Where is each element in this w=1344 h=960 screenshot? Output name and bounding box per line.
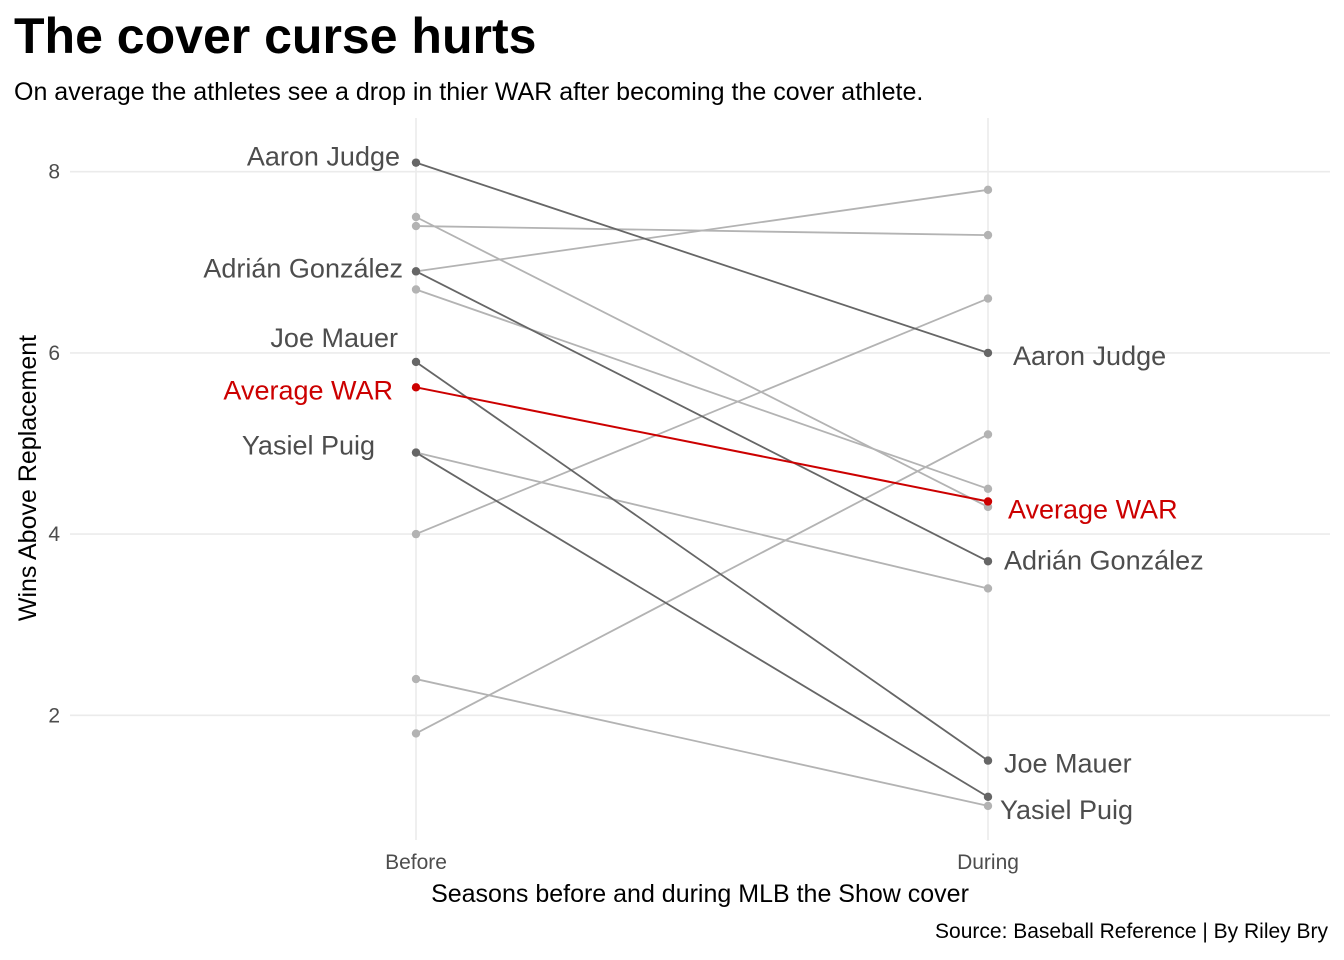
y-tick-label: 2 — [48, 704, 60, 727]
data-point — [983, 430, 993, 439]
series-label-before: Yasiel Puig — [242, 431, 375, 461]
series-label-during: Joe Mauer — [1004, 749, 1132, 779]
series-label-before: Average WAR — [223, 375, 393, 405]
x-axis-title: Seasons before and during MLB the Show c… — [431, 880, 969, 908]
chart-caption: Source: Baseball Reference | By Riley Br… — [935, 920, 1328, 943]
series-line — [415, 288, 989, 490]
x-tick-label: Before — [385, 851, 447, 874]
series-line — [415, 678, 989, 807]
y-tick-label: 8 — [48, 161, 60, 184]
series-label-during: Adrián González — [1004, 545, 1204, 575]
series-label-during: Yasiel Puig — [1000, 795, 1133, 825]
data-point — [983, 792, 993, 802]
series-line — [415, 270, 989, 563]
series-lines — [415, 161, 989, 807]
series-label-before: Aaron Judge — [247, 142, 400, 172]
series-label-before: Joe Mauer — [270, 323, 398, 353]
data-point — [411, 674, 421, 684]
data-point — [411, 267, 421, 276]
series-label-during: Average WAR — [1008, 494, 1178, 524]
grid-lines — [70, 118, 1330, 840]
data-point — [983, 497, 993, 506]
x-axis-ticks: Before During — [385, 851, 1019, 874]
data-point — [983, 185, 993, 195]
data-point — [411, 448, 421, 457]
data-point — [983, 348, 993, 358]
data-point — [983, 584, 993, 593]
data-point — [983, 756, 993, 765]
data-point — [983, 230, 993, 240]
data-point — [411, 212, 421, 222]
y-tick-label: 6 — [48, 342, 60, 365]
data-point — [411, 221, 421, 231]
data-point — [411, 383, 421, 392]
series-line — [415, 451, 989, 798]
data-point — [983, 294, 993, 303]
data-point — [411, 285, 421, 294]
y-axis-ticks: 2 4 6 8 — [48, 161, 60, 728]
y-axis-title: Wins Above Replacement — [14, 335, 42, 621]
chart-subtitle: On average the athletes see a drop in th… — [14, 78, 924, 106]
chart-title: The cover curse hurts — [14, 8, 537, 64]
data-point — [983, 557, 993, 566]
series-line — [415, 386, 989, 503]
series-line — [415, 451, 989, 590]
series-points — [411, 158, 993, 811]
series-line — [415, 361, 989, 762]
series-label-during: Aaron Judge — [1013, 341, 1166, 371]
series-line — [415, 433, 989, 735]
data-point — [411, 729, 421, 738]
y-tick-label: 4 — [48, 523, 60, 546]
series-labels: Aaron Judge Aaron Judge Adrián González Adr… — [203, 142, 1203, 825]
series-line — [415, 161, 989, 354]
data-point — [983, 484, 993, 493]
data-point — [983, 801, 993, 811]
data-point — [411, 529, 421, 539]
series-label-before: Adrián González — [203, 253, 403, 283]
series-line — [415, 188, 989, 273]
data-point — [411, 357, 421, 367]
series-line — [415, 216, 989, 508]
x-tick-label: During — [957, 851, 1019, 874]
data-point — [411, 158, 421, 167]
